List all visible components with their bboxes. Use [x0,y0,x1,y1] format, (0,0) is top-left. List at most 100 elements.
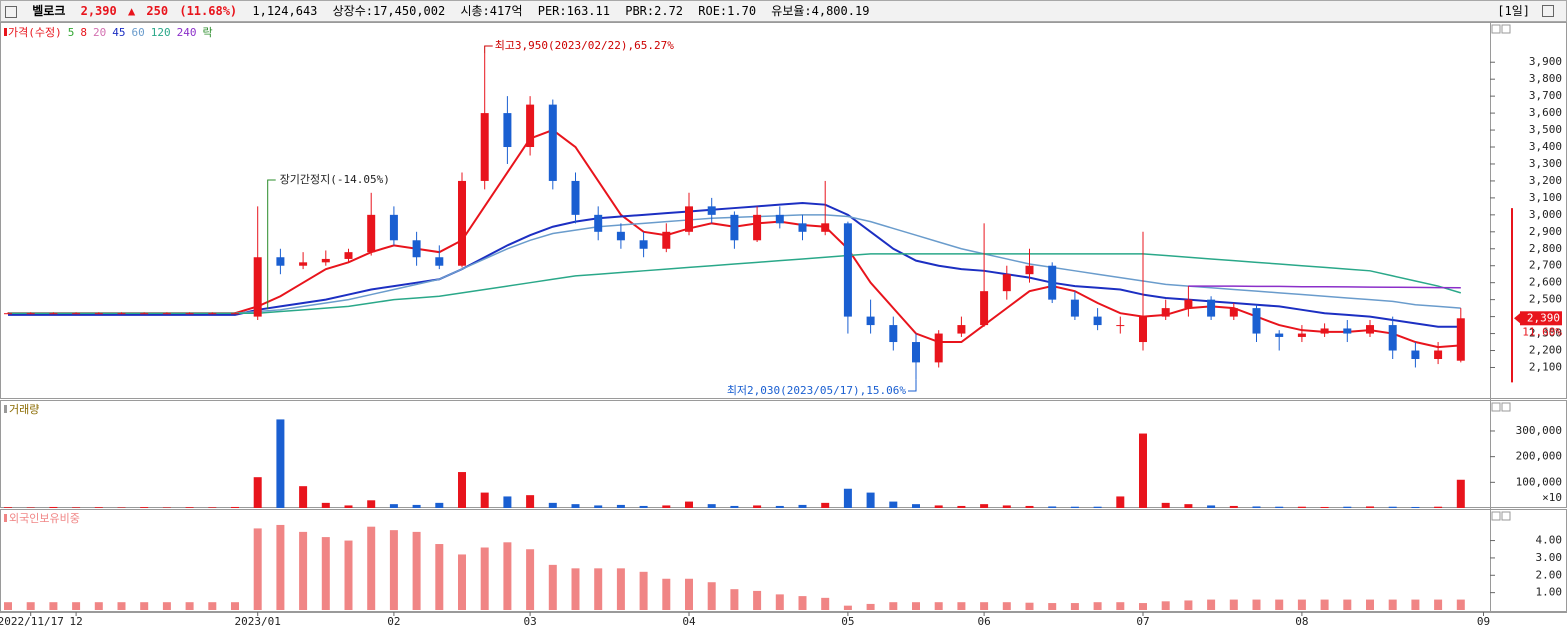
bar [843,488,852,508]
y-tick-label: 1.00 [1536,586,1563,599]
bar [912,504,920,508]
candle-body [503,113,512,148]
bar [1366,506,1374,508]
bar [1229,505,1238,508]
bar [49,602,58,610]
y-tick-label: 3,700 [1529,89,1562,102]
candle-body [685,206,693,232]
bar [775,505,784,508]
legend-entry: 20 [93,26,106,39]
bar [367,526,376,610]
bar [1434,599,1443,610]
candle-body [1025,265,1034,275]
bar [753,590,762,610]
bar [1320,506,1329,508]
bar [616,568,625,610]
candle-body [1343,328,1352,334]
bar [389,530,398,610]
checkbox[interactable] [5,5,17,18]
candle-body [344,252,353,259]
chart: 2,1002,2002,3002,4002,5002,6002,7002,800… [0,22,1567,628]
candle-body [571,180,580,215]
bar [1297,599,1306,610]
low-annotation: 최저2,030(2023/05/17),15.06% [727,384,907,397]
annotation-arrow [267,179,276,310]
candle-body [435,257,444,266]
y-tick-label: 3,900 [1529,55,1562,68]
candle-body [616,231,625,241]
bar [821,597,830,610]
bar [1070,506,1079,508]
candle-body [957,325,966,334]
bar [1161,601,1170,610]
stock-name[interactable]: 벨로크 [32,4,66,18]
annotation-arrow [908,379,917,392]
bar [26,507,35,508]
candle-body [1275,333,1284,337]
y-tick-label: 3,800 [1529,72,1562,85]
candle-body [140,313,149,315]
window-button[interactable] [1542,5,1554,17]
candle-body [1229,308,1238,317]
candle-body [753,214,762,241]
bar [1070,603,1079,610]
bar [616,504,625,508]
y-tick-label: 3,200 [1529,174,1562,187]
high-annotation: 최고3,950(2023/02/22),65.27% [495,39,675,52]
bar [344,505,353,508]
candle-body [1411,350,1420,359]
panel-title: 외국인보유비중 [9,512,80,525]
candle-body [94,313,103,315]
volume: 1,124,643 [252,4,318,18]
candle-body [389,214,398,241]
bar [1275,599,1284,610]
unit-label: ×10 [1542,491,1562,504]
bar [934,602,943,610]
y-tick-label: 2,900 [1529,225,1562,238]
candle-body [1366,325,1374,334]
bar [1388,599,1397,610]
bar [1207,599,1216,610]
bar [480,547,489,610]
candle-body [639,240,648,249]
moving-average-line [8,253,1462,314]
bar [526,549,535,610]
bar [117,507,126,508]
candle-body [72,313,81,315]
bar [1161,502,1170,508]
bar [866,492,875,508]
last-change: 11.68% [1522,325,1562,338]
period[interactable]: [1일] [1497,4,1530,18]
bar [526,495,535,508]
moving-average-line [1188,285,1461,289]
legend-entry: 8 [80,26,87,39]
y-tick-label: 2,600 [1529,276,1562,289]
candle-body [4,313,12,315]
bar [1320,599,1329,610]
candle-body [1207,299,1216,317]
bar [412,531,421,610]
y-tick-label: 300,000 [1516,424,1562,437]
y-tick-label: 2,300 [1529,327,1562,340]
bar [957,602,966,610]
bar [1456,479,1465,508]
candle-body [1434,350,1443,359]
bar [49,506,58,508]
bar [1116,496,1125,508]
bar [253,477,262,508]
bar [1366,599,1374,610]
bar [389,504,398,508]
candle-body [1184,299,1193,309]
candle-body [367,214,376,253]
candle-body [526,104,535,148]
bar [231,602,239,610]
candle-body [662,231,671,249]
bar [1025,505,1034,508]
bar [957,505,966,508]
bar [889,501,898,508]
bar [1252,506,1261,508]
candle-body [1161,308,1170,317]
bar [4,602,12,610]
bar [208,602,217,610]
